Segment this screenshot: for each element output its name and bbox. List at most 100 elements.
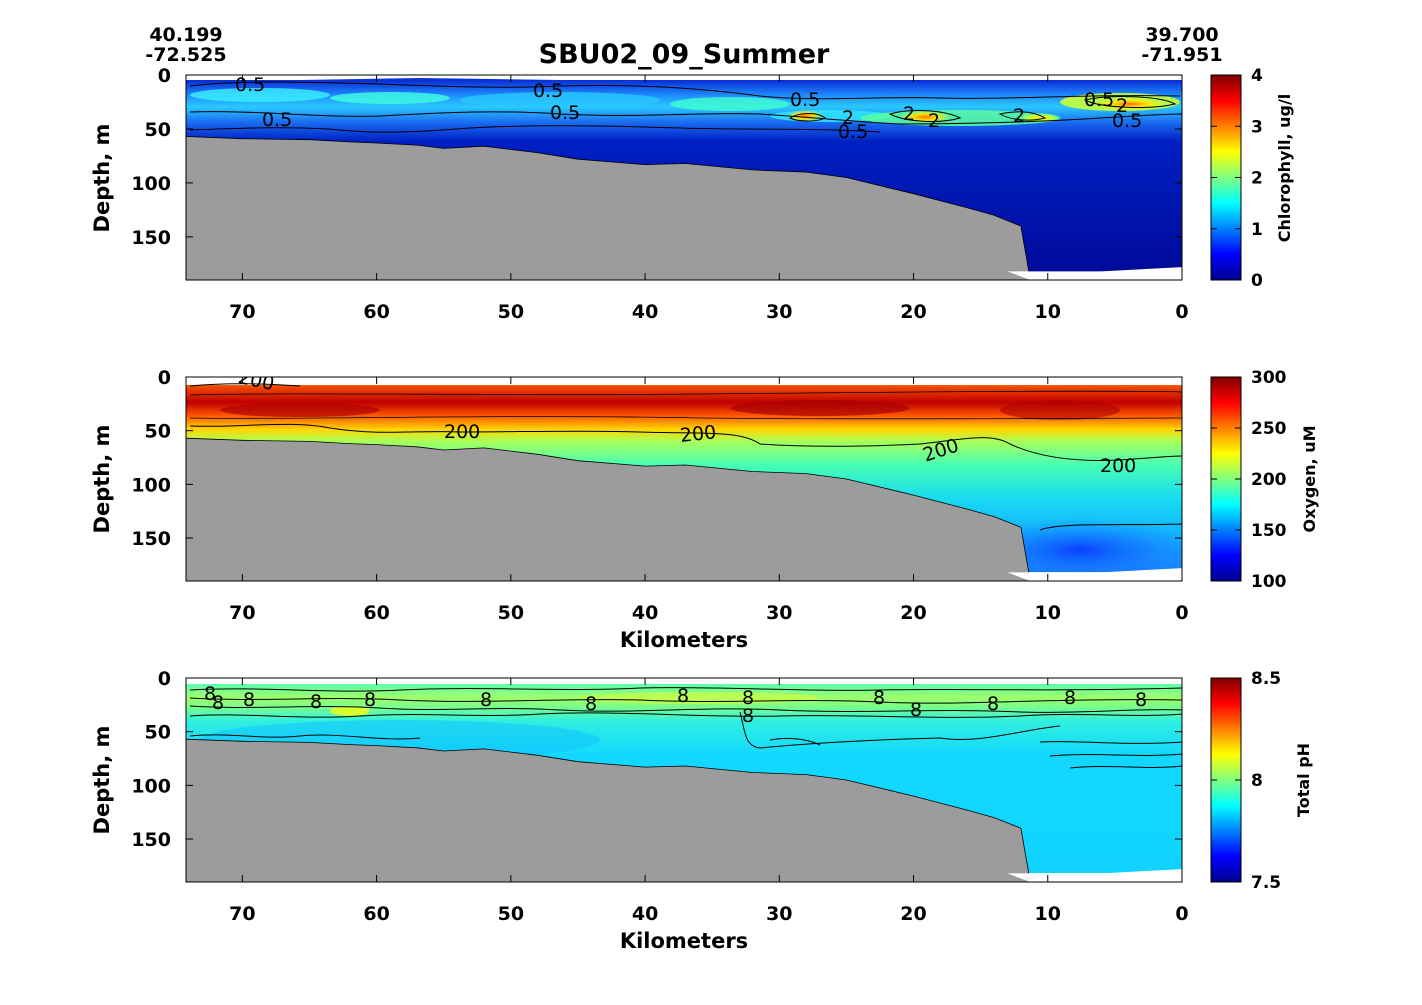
ph-contour (1039, 741, 1182, 744)
land-mask (186, 738, 1031, 882)
ph-contours (189, 687, 1182, 769)
y-tick-label: 0 (158, 668, 171, 690)
y-axis-label: Depth, m (90, 726, 114, 835)
x-tick-label: 60 (363, 301, 389, 323)
contour-label: 8 (910, 699, 922, 721)
x-tick-label: 30 (766, 602, 792, 624)
colorbar-tick-label: 8 (1251, 771, 1263, 791)
y-ticks: 0 50 100 150 (131, 668, 1182, 851)
ph-field: 8 8 8 8 8 8 8 8 8 8 8 8 8 8 8 (186, 678, 1182, 882)
x-tick-label: 0 (1175, 602, 1188, 624)
x-axis-label: Kilometers (620, 628, 748, 652)
y-tick-label: 0 (158, 65, 171, 87)
colorbar-tick-label: 100 (1251, 572, 1287, 592)
x-tick-label: 70 (229, 903, 255, 925)
colorbar-ticks: 100 150 200 250 300 (1211, 368, 1287, 592)
land-mask (186, 437, 1031, 581)
oxygen-patch (1000, 400, 1120, 420)
oxygen-patch (730, 400, 910, 416)
x-tick-label: 50 (498, 602, 524, 624)
y-tick-label: 50 (145, 722, 171, 744)
contour-label: 8 (585, 693, 597, 715)
no-data-region (1007, 568, 1182, 581)
x-tick-label: 40 (632, 602, 658, 624)
plot-frame (185, 74, 1183, 281)
colorbar-tick-label: 8.5 (1251, 669, 1281, 689)
x-tick-label: 10 (1035, 301, 1061, 323)
figure-title: SBU02_09_Summer (539, 39, 830, 70)
x-tick-label: 70 (229, 602, 255, 624)
chlorophyll-panel: 0.5 0.5 0.5 0.5 0.5 2 2 2 2 0.5 0.5 2 0.… (90, 65, 1294, 323)
contour-label: 0.5 (838, 121, 868, 143)
chlorophyll-patch (330, 92, 450, 104)
contour-label: 2 (842, 107, 854, 129)
colorbar-tick-label: 3 (1251, 117, 1263, 137)
contour-label: 0.5 (533, 80, 563, 102)
colorbar-label: Oxygen, uM (1300, 425, 1319, 532)
x-tick-label: 30 (766, 301, 792, 323)
oxygen-field: 200 200 200 200 200 (186, 377, 1182, 581)
ph-contour (189, 705, 1182, 713)
x-tick-label: 30 (766, 903, 792, 925)
x-tick-label: 60 (363, 903, 389, 925)
contour-label: 200 (679, 421, 717, 447)
chlorophyll-contour (788, 113, 826, 122)
contour-label: 0.5 (1112, 110, 1142, 132)
colorbar-ticks: 0 1 2 3 4 (1211, 66, 1263, 291)
y-tick-label: 150 (131, 528, 171, 550)
oxygen-panel: 200 200 200 200 200 70 60 50 40 30 20 10 0 0501… (90, 367, 1319, 652)
x-tick-label: 20 (900, 903, 926, 925)
contour-label: 8 (243, 689, 255, 711)
colorbar-label: Total pH (1294, 743, 1313, 817)
oxygen-contour (189, 423, 1182, 461)
ph-contour (189, 687, 1182, 692)
ph-contour (739, 711, 1061, 749)
contour-label: 2 (1013, 105, 1025, 127)
y-tick-label: 100 (131, 775, 171, 797)
oxygen-contour (189, 383, 301, 387)
x-tick-label: 0 (1175, 301, 1188, 323)
chlorophyll-field: 0.5 0.5 0.5 0.5 0.5 2 2 2 2 0.5 0.5 2 0.… (186, 75, 1182, 280)
contour-label: 8 (873, 687, 885, 709)
contour-label: 2 (1116, 95, 1128, 117)
contour-label: 8 (677, 685, 689, 707)
colorbar-tick-label: 4 (1251, 66, 1263, 86)
ph-contour (769, 737, 821, 746)
plot-frame (185, 376, 1183, 582)
land-mask (186, 136, 1031, 280)
x-tick-label: 40 (632, 903, 658, 925)
contour-label: 0.5 (790, 89, 820, 111)
chlorophyll-patch (670, 97, 790, 111)
y-axis-label: Depth, m (90, 124, 114, 233)
contour-label: 0.5 (262, 109, 292, 131)
colorbar-tick-label: 150 (1251, 521, 1287, 541)
oxygen-fill (186, 377, 1182, 385)
contour-label: 0.5 (1084, 89, 1114, 111)
x-tick-label: 40 (632, 301, 658, 323)
chlorophyll-contour (1083, 96, 1177, 108)
no-data-region (1007, 267, 1182, 280)
contour-label: 8 (742, 687, 754, 709)
x-tick-label: 0 (1175, 903, 1188, 925)
chlorophyll-contour (189, 81, 1181, 100)
contour-label: 8 (742, 705, 754, 727)
y-tick-label: 50 (145, 119, 171, 141)
contour-label: 2 (903, 103, 915, 125)
chlorophyll-contour (998, 111, 1047, 121)
colorbar-ticks: 7.5 8 8.5 (1211, 669, 1281, 893)
colorbar-tick-label: 250 (1251, 419, 1287, 439)
x-tick-label: 10 (1035, 903, 1061, 925)
y-ticks: 0 50 100 150 (131, 65, 1182, 249)
x-tick-label: 70 (229, 301, 255, 323)
chlorophyll-contour (888, 110, 962, 122)
contour-label: 200 (444, 421, 480, 443)
chlorophyll-patch (190, 88, 330, 102)
oxygen-contour (1039, 523, 1182, 531)
start-lat: 40.199 (149, 24, 222, 46)
ph-contour (189, 734, 421, 740)
ph-contour (189, 712, 1182, 718)
y-tick-label: 150 (131, 227, 171, 249)
chlorophyll-contour (189, 111, 1182, 125)
x-axis-label: Kilometers (620, 929, 748, 953)
